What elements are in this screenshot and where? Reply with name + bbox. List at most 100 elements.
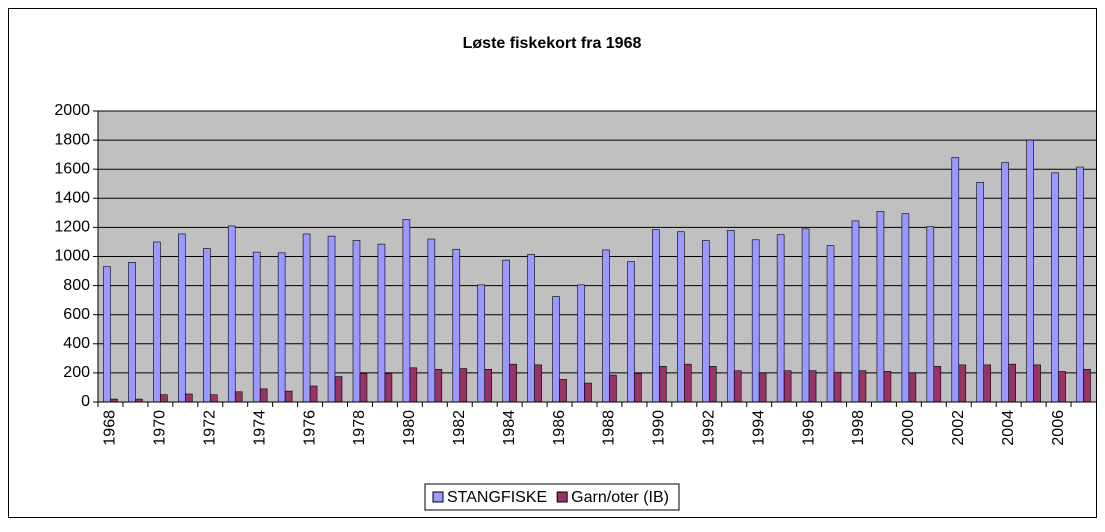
bar (733, 370, 742, 403)
bar (402, 219, 411, 403)
bar (783, 370, 792, 403)
bar (627, 261, 635, 403)
legend-swatch (556, 491, 568, 503)
y-tick-label: 1800 (54, 131, 90, 148)
bar (409, 367, 418, 403)
bar (302, 233, 311, 403)
bar (634, 373, 642, 403)
x-tick-label: 1998 (850, 410, 867, 446)
bar (234, 391, 243, 403)
x-tick-label: 1986 (551, 410, 568, 446)
bar (609, 374, 617, 403)
bar (926, 226, 935, 403)
bar (502, 259, 510, 403)
bar (509, 363, 517, 403)
bar (352, 240, 361, 403)
bar (185, 393, 193, 403)
bar (103, 266, 111, 403)
x-tick-label: 1972 (201, 410, 218, 446)
bar (1051, 172, 1059, 403)
y-tick-label: 1600 (54, 160, 90, 177)
bar (259, 388, 268, 403)
bar (758, 372, 767, 403)
legend-box (424, 483, 680, 511)
bar (327, 235, 336, 403)
x-tick-label: 2000 (900, 410, 917, 446)
x-tick-label: 1992 (700, 410, 717, 446)
bar (552, 296, 560, 403)
bar (801, 228, 810, 403)
bar (833, 371, 842, 403)
bar (602, 249, 610, 403)
bar (128, 262, 136, 403)
bar (951, 157, 960, 403)
x-tick-label: 1970 (152, 410, 169, 446)
bar (484, 368, 493, 403)
bar (377, 243, 386, 403)
bar (577, 284, 585, 403)
bar (209, 394, 218, 403)
x-tick-label: 1996 (800, 410, 817, 446)
x-tick-label: 1976 (301, 410, 318, 446)
y-tick-label: 0 (81, 393, 90, 410)
bar (334, 376, 343, 403)
x-tick-label: 1982 (451, 410, 468, 446)
bar (452, 248, 461, 403)
bar (726, 230, 735, 403)
bar (908, 372, 917, 403)
legend-label: STANGFISKE (447, 489, 547, 506)
bar (701, 240, 710, 403)
y-tick-label: 1400 (54, 190, 90, 207)
bar (384, 373, 393, 403)
bar (958, 364, 967, 403)
bar (1033, 364, 1041, 403)
bar (559, 379, 567, 403)
bar (434, 368, 443, 403)
bar (1058, 371, 1066, 403)
bar (459, 368, 468, 403)
bar (776, 234, 785, 403)
y-tick-label: 1200 (54, 219, 90, 236)
x-tick-label: 1968 (102, 410, 119, 446)
bar (1001, 162, 1009, 403)
bar (227, 225, 236, 403)
bar (309, 385, 318, 403)
bar (858, 370, 867, 403)
bar (826, 245, 835, 403)
bar (202, 248, 211, 403)
bar (427, 238, 436, 403)
x-tick-label: 1994 (750, 410, 767, 446)
x-tick-label: 1978 (351, 410, 368, 446)
bar (652, 229, 660, 403)
bar (477, 284, 486, 403)
bar (584, 382, 592, 403)
x-tick-label: 2002 (950, 410, 967, 446)
legend-swatch (432, 491, 444, 503)
bar (359, 373, 368, 403)
bar (160, 394, 168, 403)
bar (252, 251, 261, 403)
bar (1026, 139, 1034, 403)
x-tick-label: 1980 (401, 410, 418, 446)
bar (659, 366, 667, 403)
x-tick-label: 1988 (601, 410, 618, 446)
bar (976, 181, 985, 403)
bar (883, 371, 892, 403)
bar (284, 390, 293, 403)
bar (751, 239, 760, 403)
x-tick-label: 1990 (651, 410, 668, 446)
y-tick-label: 400 (63, 335, 90, 352)
bar (1083, 368, 1091, 403)
y-tick-label: 1000 (54, 248, 90, 265)
bar (527, 254, 535, 403)
y-tick-label: 2000 (54, 102, 90, 119)
y-tick-label: 800 (63, 277, 90, 294)
legend: STANGFISKE Garn/oter (IB) (424, 483, 680, 511)
bar (876, 211, 885, 403)
bar (933, 366, 942, 403)
bar (1008, 363, 1016, 403)
bar (901, 213, 910, 403)
bar (684, 363, 692, 403)
bar (153, 241, 161, 403)
